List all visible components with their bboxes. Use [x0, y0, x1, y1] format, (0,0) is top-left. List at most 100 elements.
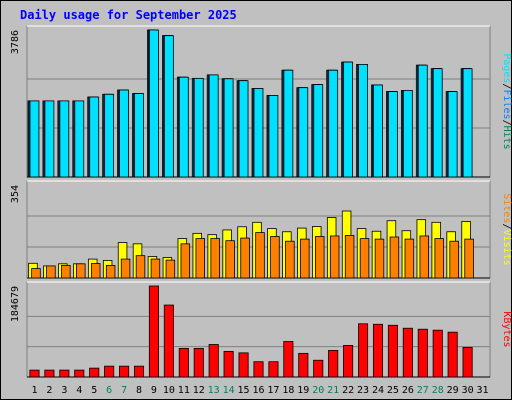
bar-kbytes-day-3: [59, 369, 70, 378]
day-label-1: 1: [31, 385, 37, 396]
panel-hits-files-pages: 3786 Pages/Files/Hits: [10, 25, 512, 178]
day-label-5: 5: [91, 385, 97, 396]
bar-kbytes-day-13: [208, 344, 219, 378]
bar-pages-day-2: [44, 100, 55, 178]
bar-kbytes-day-30: [462, 347, 473, 378]
bar-sites-day-30: [464, 238, 474, 279]
legend-entry: Files: [501, 89, 512, 119]
bar-pages-day-15: [238, 80, 249, 178]
bar-pages-day-20: [313, 84, 324, 178]
bar-sites-day-18: [285, 240, 295, 279]
day-label-13: 13: [208, 385, 220, 396]
bar-kbytes-day-19: [298, 352, 309, 378]
bar-pages-day-13: [208, 74, 219, 178]
legend-entry: KBytes: [501, 311, 512, 347]
bar-pages-day-28: [432, 68, 443, 178]
bar-sites-day-26: [404, 238, 415, 279]
day-label-7: 7: [121, 385, 127, 396]
day-label-19: 19: [297, 385, 309, 396]
bar-pages-day-18: [283, 69, 294, 178]
bar-kbytes-day-8: [133, 365, 145, 378]
bar-pages-day-27: [417, 64, 428, 178]
legend-entry: Visits: [501, 230, 512, 266]
legend-entry: /: [501, 83, 512, 89]
bar-sites-day-12: [195, 238, 205, 279]
bar-pages-day-1: [29, 100, 40, 178]
bar-sites-day-29: [449, 240, 459, 279]
legend-entry: Pages: [501, 53, 512, 83]
day-label-29: 29: [447, 385, 459, 396]
bar-sites-day-11: [180, 243, 191, 279]
panel-max-label: 354: [10, 185, 21, 203]
day-label-23: 23: [357, 385, 369, 396]
day-label-14: 14: [223, 385, 235, 396]
bar-kbytes-day-10: [163, 304, 174, 378]
bar-kbytes-day-2: [44, 369, 55, 378]
bar-kbytes-day-6: [104, 365, 115, 378]
bar-kbytes-day-27: [417, 328, 428, 378]
day-label-31: 31: [477, 385, 489, 396]
bar-sites-day-23: [359, 238, 370, 279]
bar-pages-day-25: [388, 91, 398, 178]
bar-kbytes-day-22: [343, 345, 354, 378]
bar-kbytes-day-16: [253, 361, 264, 378]
bar-pages-day-12: [193, 77, 204, 178]
bar-kbytes-day-11: [178, 348, 189, 378]
bar-sites-day-14: [225, 240, 235, 279]
bar-sites-day-28: [434, 238, 444, 279]
bar-sites-day-13: [210, 238, 220, 279]
bar-pages-day-21: [328, 69, 339, 178]
panel-legend: Sites/Visits: [501, 193, 512, 265]
day-label-11: 11: [178, 385, 190, 396]
day-label-20: 20: [312, 385, 324, 396]
legend-entry: /: [501, 120, 512, 126]
day-label-30: 30: [462, 385, 474, 396]
bar-kbytes-day-24: [372, 323, 384, 378]
bar-kbytes-day-26: [402, 327, 413, 378]
bar-sites-day-3: [61, 264, 71, 279]
panel-legend: Pages/Files/Hits: [501, 53, 512, 149]
bar-sites-day-25: [389, 236, 400, 279]
chart-title: Daily usage for September 2025: [20, 8, 237, 22]
bar-kbytes-day-21: [328, 349, 339, 378]
day-label-8: 8: [136, 385, 142, 396]
day-label-12: 12: [193, 385, 205, 396]
bar-pages-day-4: [74, 100, 85, 178]
bar-sites-day-5: [90, 263, 101, 279]
day-label-4: 4: [76, 385, 82, 396]
day-label-21: 21: [327, 385, 339, 396]
bar-kbytes-day-14: [223, 350, 234, 378]
bar-pages-day-8: [134, 93, 144, 178]
bar-sites-day-27: [419, 235, 430, 279]
bar-kbytes-day-15: [238, 352, 249, 378]
panel-max-label: 3786: [10, 30, 21, 54]
bar-pages-day-14: [223, 78, 234, 178]
bar-kbytes-day-29: [447, 331, 458, 378]
bar-pages-day-5: [89, 96, 100, 178]
day-label-3: 3: [61, 385, 67, 396]
panel-kbytes: 184679 KBytes: [10, 281, 512, 378]
bar-pages-day-7: [119, 89, 129, 178]
day-label-28: 28: [432, 385, 444, 396]
day-label-17: 17: [267, 385, 279, 396]
bar-kbytes-day-23: [358, 323, 369, 378]
bar-sites-day-4: [76, 263, 86, 279]
bar-kbytes-day-17: [268, 361, 279, 378]
day-label-24: 24: [372, 385, 384, 396]
bar-sites-day-22: [344, 235, 355, 279]
day-label-22: 22: [342, 385, 354, 396]
day-label-25: 25: [387, 385, 399, 396]
bar-pages-day-24: [373, 84, 383, 178]
bar-sites-day-19: [300, 238, 310, 279]
bar-pages-day-30: [462, 68, 473, 178]
day-label-16: 16: [252, 385, 264, 396]
bar-sites-day-17: [270, 236, 280, 279]
panel-legend: KBytes: [501, 311, 512, 347]
bar-pages-day-29: [447, 91, 458, 178]
bar-sites-day-1: [31, 268, 41, 279]
bar-sites-day-24: [374, 238, 385, 279]
bar-sites-day-2: [46, 265, 56, 279]
bar-sites-day-15: [240, 237, 250, 279]
bar-kbytes-day-18: [283, 341, 294, 378]
